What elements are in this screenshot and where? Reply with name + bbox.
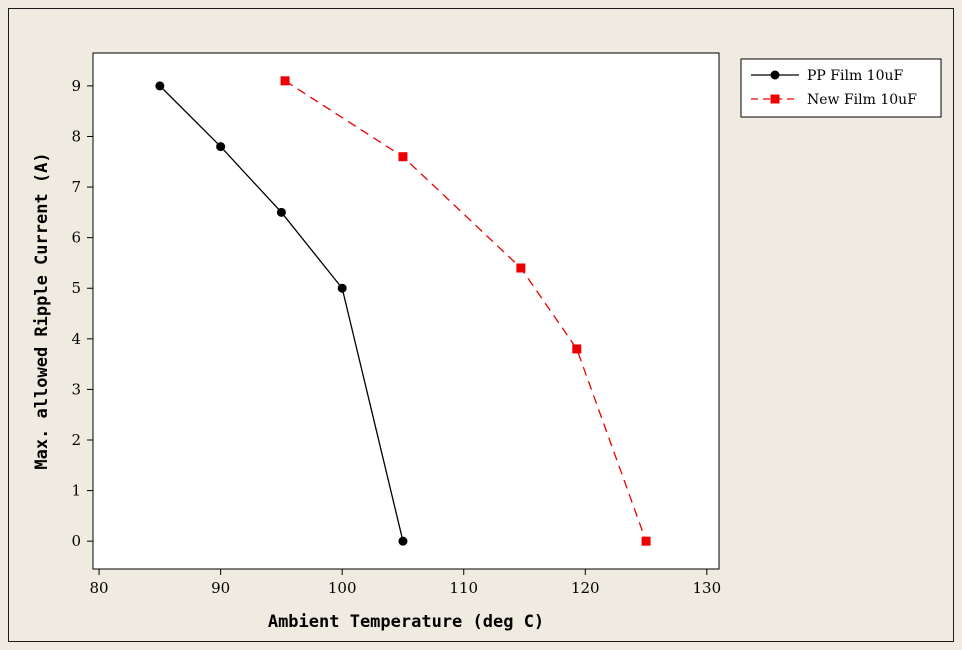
legend: PP Film 10uF New Film 10uF xyxy=(740,58,942,118)
y-tick-label: 9 xyxy=(71,77,81,95)
x-tick-label: 100 xyxy=(328,579,357,597)
legend-marker-new-film-10uf xyxy=(770,94,780,104)
y-tick-label: 6 xyxy=(71,229,81,247)
data-point-new-film-10uf xyxy=(398,152,408,162)
data-point-new-film-10uf xyxy=(641,536,651,546)
y-tick-label: 8 xyxy=(71,127,81,145)
x-axis: 80 90 100 110 120 130 xyxy=(90,569,722,597)
data-point-pp-film-10uf xyxy=(155,81,165,91)
data-point-pp-film-10uf xyxy=(337,283,347,293)
y-axis: 0 1 2 3 4 5 6 7 8 9 xyxy=(71,77,93,550)
y-tick-label: 3 xyxy=(71,380,81,398)
y-tick-label: 0 xyxy=(71,532,81,550)
y-tick-label: 5 xyxy=(71,279,81,297)
y-tick-label: 4 xyxy=(71,330,81,348)
x-tick-label: 120 xyxy=(571,579,600,597)
legend-label-new-film-10uf: New Film 10uF xyxy=(807,92,917,108)
data-point-pp-film-10uf xyxy=(276,207,286,217)
x-axis-label: Ambient Temperature (deg C) xyxy=(268,612,544,632)
series-layer xyxy=(155,76,651,546)
y-axis-label: Max. allowed Ripple Current (A) xyxy=(32,152,52,469)
chart-frame: 80 90 100 110 120 130 0 1 2 3 4 5 6 7 8 9 Ambient Temp… xyxy=(8,8,954,642)
legend-box xyxy=(740,58,942,118)
legend-label-pp-film-10uf: PP Film 10uF xyxy=(807,68,904,84)
plot-area xyxy=(92,52,720,570)
x-tick-label: 110 xyxy=(449,579,478,597)
data-point-pp-film-10uf xyxy=(216,142,226,152)
x-tick-label: 90 xyxy=(211,579,230,597)
line-chart: 80 90 100 110 120 130 0 1 2 3 4 5 6 7 8 9 Ambient Temp… xyxy=(32,52,942,632)
x-tick-label: 80 xyxy=(90,579,109,597)
x-tick-label: 130 xyxy=(693,579,722,597)
data-point-pp-film-10uf xyxy=(398,536,408,546)
data-point-new-film-10uf xyxy=(572,344,582,354)
y-tick-label: 2 xyxy=(71,431,81,449)
data-point-new-film-10uf xyxy=(516,263,526,273)
legend-marker-pp-film-10uf xyxy=(770,70,780,80)
y-tick-label: 1 xyxy=(71,482,81,500)
data-point-new-film-10uf xyxy=(280,76,290,86)
y-tick-label: 7 xyxy=(71,178,81,196)
